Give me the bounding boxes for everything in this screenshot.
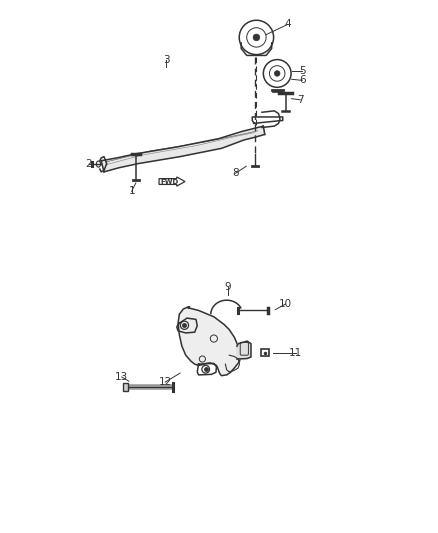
Text: 6: 6 (299, 75, 305, 85)
Polygon shape (101, 126, 265, 172)
Text: 5: 5 (299, 66, 305, 76)
Text: 4: 4 (284, 19, 291, 29)
Text: 10: 10 (279, 299, 292, 309)
Circle shape (275, 71, 280, 76)
Text: 2: 2 (85, 159, 92, 169)
Text: 7: 7 (297, 95, 304, 105)
Text: 13: 13 (115, 372, 128, 382)
Text: 9: 9 (225, 282, 231, 293)
Text: 1: 1 (128, 186, 135, 196)
Polygon shape (178, 306, 241, 376)
Text: 3: 3 (163, 54, 170, 64)
Text: FWD: FWD (160, 179, 178, 184)
Text: 12: 12 (159, 377, 172, 387)
Circle shape (253, 34, 260, 41)
Text: 11: 11 (289, 348, 302, 358)
FancyBboxPatch shape (123, 383, 128, 391)
Polygon shape (237, 341, 251, 359)
Text: 8: 8 (232, 168, 239, 178)
